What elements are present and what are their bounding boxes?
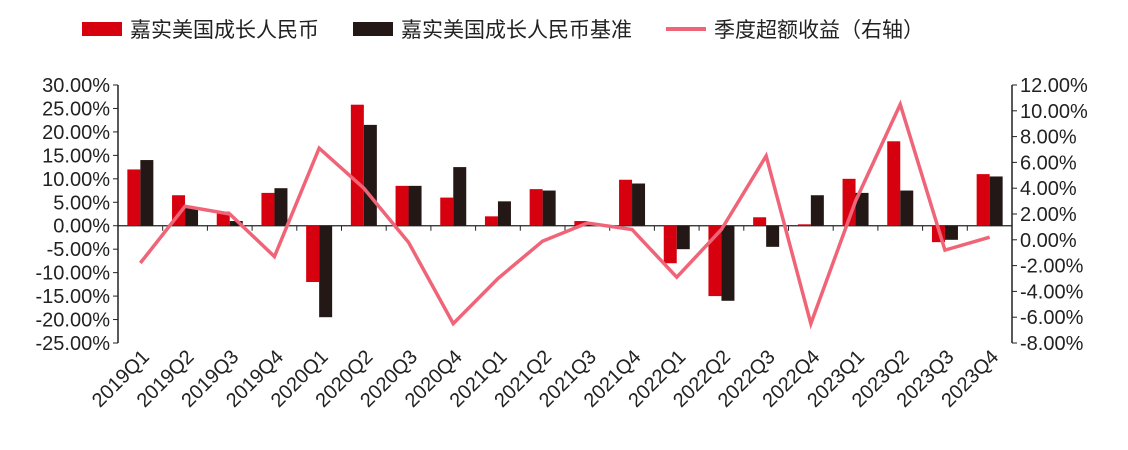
bar-fund (440, 197, 454, 226)
bar-benchmark (274, 188, 288, 226)
left-tick-label: 10.00% (42, 169, 110, 191)
bar-fund (395, 185, 409, 226)
bar-fund (887, 141, 901, 226)
left-tick-label: 5.00% (53, 192, 110, 214)
bar-benchmark (140, 160, 154, 226)
bar-benchmark (408, 185, 422, 226)
left-tick-label: -25.00% (36, 333, 111, 355)
right-tick-label: 6.00% (1020, 152, 1077, 174)
legend-label: 季度超额收益（右轴） (714, 19, 924, 42)
left-tick-label: -20.00% (36, 310, 111, 332)
bar-benchmark (185, 206, 199, 226)
right-tick-label: 8.00% (1020, 127, 1077, 149)
right-tick-label: -6.00% (1020, 307, 1084, 329)
legend-item-fund: 嘉实美国成长人民币 (82, 14, 319, 44)
legend-label: 嘉实美国成长人民币 (130, 19, 319, 42)
legend-item-excess: 季度超额收益（右轴） (666, 14, 924, 44)
bar-benchmark (944, 225, 958, 240)
legend-item-benchmark: 嘉实美国成长人民币基准 (353, 14, 632, 44)
left-tick-label: -15.00% (36, 286, 111, 308)
right-tick-label: 2.00% (1020, 204, 1077, 226)
bar-benchmark (855, 192, 869, 226)
bar-benchmark (810, 195, 824, 226)
bar-fund (261, 192, 275, 226)
bar-benchmark (497, 201, 511, 226)
bar-fund (708, 225, 722, 297)
bar-fund (976, 174, 990, 226)
bar-fund (753, 217, 767, 226)
bar-fund (306, 225, 320, 283)
right-tick-label: -8.00% (1020, 333, 1084, 355)
bar-benchmark (989, 176, 1003, 226)
bar-fund (529, 189, 543, 226)
legend-swatch (82, 22, 122, 36)
bar-benchmark (319, 225, 333, 318)
bar-fund (127, 169, 141, 226)
bar-fund (663, 225, 677, 264)
left-tick-label: 0.00% (53, 216, 110, 238)
bar-benchmark (229, 221, 243, 226)
left-tick-label: 25.00% (42, 98, 110, 120)
chart-legend: 嘉实美国成长人民币 嘉实美国成长人民币基准 季度超额收益（右轴） (82, 14, 924, 44)
right-tick-label: 0.00% (1020, 230, 1077, 252)
left-tick-label: -5.00% (47, 239, 111, 261)
left-tick-label: -10.00% (36, 263, 111, 285)
bar-benchmark (363, 124, 377, 226)
bar-fund (619, 179, 633, 226)
bar-fund (484, 216, 498, 226)
left-tick-label: 30.00% (42, 75, 110, 97)
bar-benchmark (632, 183, 646, 226)
bar-benchmark (721, 225, 735, 301)
bar-benchmark (900, 190, 914, 226)
right-tick-label: 4.00% (1020, 178, 1077, 200)
right-tick-label: 12.00% (1020, 75, 1088, 97)
bar-benchmark (542, 190, 556, 226)
excess-return-line (138, 99, 991, 330)
legend-label: 嘉实美国成长人民币基准 (401, 19, 632, 42)
legend-swatch (353, 22, 393, 36)
right-tick-label: -4.00% (1020, 281, 1084, 303)
bar-fund (350, 104, 364, 226)
right-tick-label: -2.00% (1020, 256, 1084, 278)
bar-benchmark (766, 225, 780, 247)
bar-benchmark (453, 167, 467, 226)
right-tick-label: 10.00% (1020, 101, 1088, 123)
bar-fund (797, 224, 811, 226)
bar-fund (574, 221, 588, 226)
bar-benchmark (676, 225, 690, 250)
left-tick-label: 20.00% (42, 122, 110, 144)
left-tick-label: 15.00% (42, 145, 110, 167)
legend-swatch (666, 27, 706, 31)
